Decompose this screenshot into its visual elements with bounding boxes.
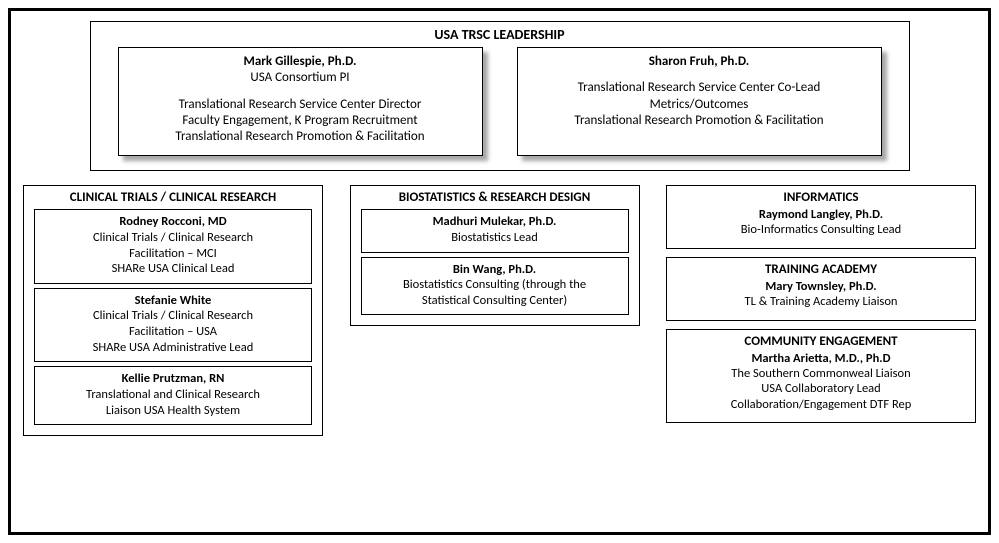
leader-line: Translational Research Service Center Di… [129, 97, 472, 113]
community-section: COMMUNITY ENGAGEMENT Martha Arietta, M.D… [666, 329, 976, 424]
person-box: Bin Wang, Ph.D. Biostatistics Consulting… [361, 257, 629, 316]
section-title: BIOSTATISTICS & RESEARCH DESIGN [361, 190, 629, 205]
person-box: Madhuri Mulekar, Ph.D. Biostatistics Lea… [361, 209, 629, 252]
leader-box-gillespie: Mark Gillespie, Ph.D. USA Consortium PI … [118, 47, 483, 156]
person-name: Martha Arietta, M.D., Ph.D [677, 351, 965, 366]
person-line: Liaison USA Health System [43, 403, 303, 419]
leadership-row: Mark Gillespie, Ph.D. USA Consortium PI … [109, 47, 891, 156]
leader-name: Sharon Fruh, Ph.D. [528, 54, 871, 70]
leadership-section: USA TRSC LEADERSHIP Mark Gillespie, Ph.D… [90, 21, 910, 171]
person-line: SHARe USA Administrative Lead [43, 340, 303, 356]
departments-row: CLINICAL TRIALS / CLINICAL RESEARCH Rodn… [23, 185, 976, 436]
section-title: CLINICAL TRIALS / CLINICAL RESEARCH [34, 190, 312, 205]
section-title: INFORMATICS [677, 190, 965, 205]
person-name: Bin Wang, Ph.D. [370, 262, 620, 278]
person-line: Clinical Trials / Clinical Research [43, 230, 303, 246]
person-line: Statistical Consulting Center) [370, 293, 620, 309]
person-line: Bio-Informatics Consulting Lead [677, 222, 965, 238]
person-line: Facilitation – USA [43, 324, 303, 340]
informatics-section: INFORMATICS Raymond Langley, Ph.D. Bio-I… [666, 185, 976, 249]
person-line: The Southern Commonweal Liaison [677, 366, 965, 382]
person-name: Rodney Rocconi, MD [43, 214, 303, 230]
person-line: Biostatistics Lead [370, 230, 620, 246]
leader-role: USA Consortium PI [129, 70, 472, 86]
person-box: Kellie Prutzman, RN Translational and Cl… [34, 366, 312, 425]
person-name: Mary Townsley, Ph.D. [677, 279, 965, 294]
section-title: COMMUNITY ENGAGEMENT [677, 334, 965, 349]
person-line: TL & Training Academy Liaison [677, 294, 965, 310]
person-name: Madhuri Mulekar, Ph.D. [370, 214, 620, 230]
clinical-section: CLINICAL TRIALS / CLINICAL RESEARCH Rodn… [23, 185, 323, 436]
person-line: SHARe USA Clinical Lead [43, 261, 303, 277]
person-line: USA Collaboratory Lead [677, 381, 965, 397]
training-section: TRAINING ACADEMY Mary Townsley, Ph.D. TL… [666, 257, 976, 321]
person-line: Translational and Clinical Research [43, 387, 303, 403]
section-title: TRAINING ACADEMY [677, 262, 965, 277]
leader-name: Mark Gillespie, Ph.D. [129, 54, 472, 70]
leader-line: Metrics/Outcomes [528, 97, 871, 113]
person-name: Kellie Prutzman, RN [43, 371, 303, 387]
leadership-title: USA TRSC LEADERSHIP [109, 26, 891, 43]
leader-line: Translational Research Promotion & Facil… [129, 129, 472, 145]
biostats-section: BIOSTATISTICS & RESEARCH DESIGN Madhuri … [350, 185, 640, 326]
person-name: Stefanie White [43, 293, 303, 309]
col-clinical: CLINICAL TRIALS / CLINICAL RESEARCH Rodn… [23, 185, 323, 436]
person-box: Rodney Rocconi, MD Clinical Trials / Cli… [34, 209, 312, 284]
col-right: INFORMATICS Raymond Langley, Ph.D. Bio-I… [666, 185, 976, 423]
col-biostats: BIOSTATISTICS & RESEARCH DESIGN Madhuri … [350, 185, 640, 326]
leader-line: Faculty Engagement, K Program Recruitmen… [129, 113, 472, 129]
leader-box-fruh: Sharon Fruh, Ph.D. Translational Researc… [517, 47, 882, 156]
org-chart-frame: USA TRSC LEADERSHIP Mark Gillespie, Ph.D… [8, 8, 991, 535]
leader-line: Translational Research Promotion & Facil… [528, 113, 871, 129]
person-line: Clinical Trials / Clinical Research [43, 308, 303, 324]
person-box: Stefanie White Clinical Trials / Clinica… [34, 288, 312, 363]
person-name: Raymond Langley, Ph.D. [677, 207, 965, 222]
person-line: Biostatistics Consulting (through the [370, 277, 620, 293]
person-line: Collaboration/Engagement DTF Rep [677, 397, 965, 413]
leader-line: Translational Research Service Center Co… [528, 80, 871, 96]
person-line: Facilitation – MCI [43, 246, 303, 262]
